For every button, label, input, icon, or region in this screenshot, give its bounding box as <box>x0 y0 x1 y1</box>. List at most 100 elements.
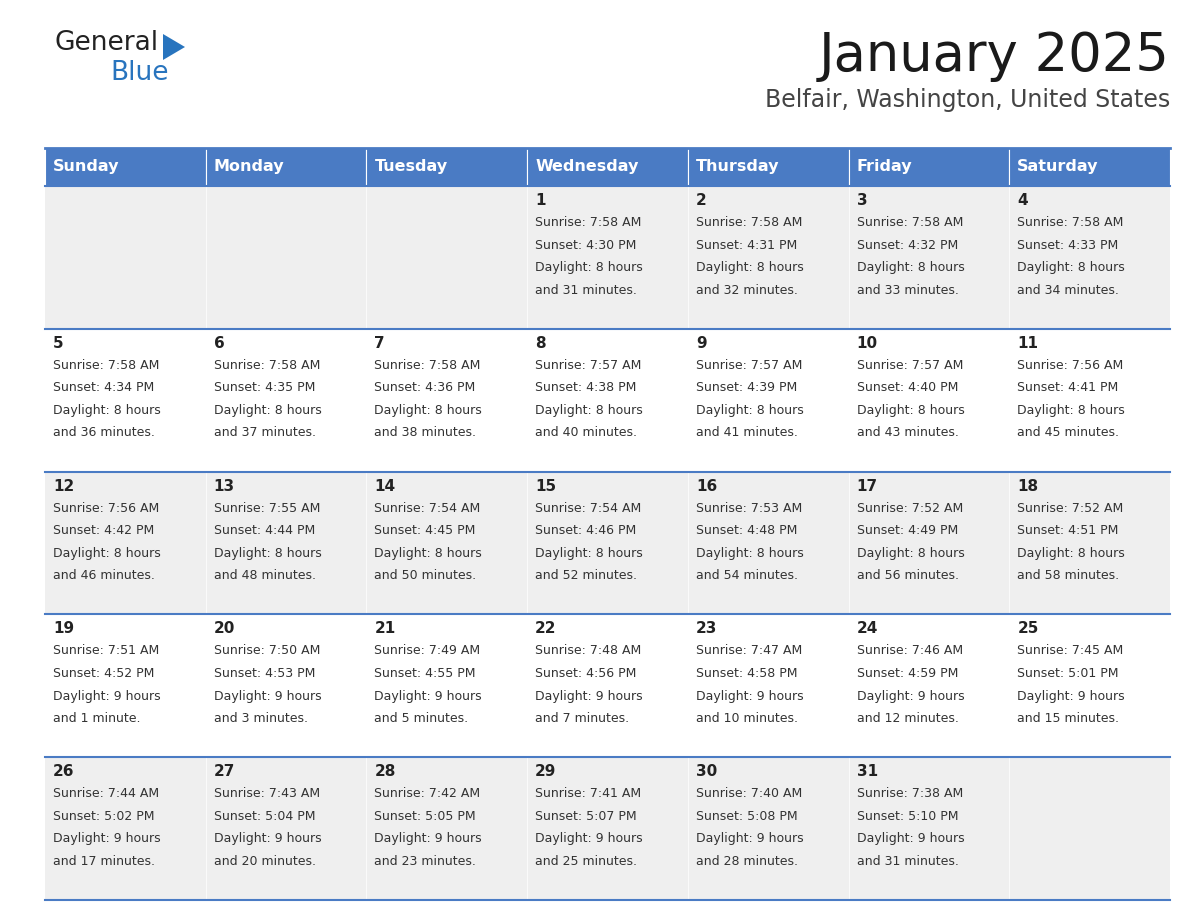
Bar <box>1010 614 1170 757</box>
Text: Sunset: 5:01 PM: Sunset: 5:01 PM <box>1017 667 1119 680</box>
Text: and 3 minutes.: and 3 minutes. <box>214 712 308 725</box>
Text: Sunset: 4:34 PM: Sunset: 4:34 PM <box>53 381 154 395</box>
Bar <box>527 186 688 329</box>
Bar <box>848 186 1010 329</box>
Text: Sunset: 4:59 PM: Sunset: 4:59 PM <box>857 667 958 680</box>
Text: Sunday: Sunday <box>53 160 120 174</box>
Text: Daylight: 8 hours: Daylight: 8 hours <box>214 547 322 560</box>
Text: Tuesday: Tuesday <box>374 160 448 174</box>
Text: Sunrise: 7:46 AM: Sunrise: 7:46 AM <box>857 644 962 657</box>
Text: and 37 minutes.: and 37 minutes. <box>214 427 316 440</box>
Text: 1: 1 <box>535 193 545 208</box>
Text: 14: 14 <box>374 478 396 494</box>
Bar <box>688 329 848 472</box>
Text: Sunset: 4:39 PM: Sunset: 4:39 PM <box>696 381 797 395</box>
Text: Sunset: 4:52 PM: Sunset: 4:52 PM <box>53 667 154 680</box>
Text: Belfair, Washington, United States: Belfair, Washington, United States <box>765 88 1170 112</box>
Text: Sunset: 4:55 PM: Sunset: 4:55 PM <box>374 667 476 680</box>
Text: Sunrise: 7:58 AM: Sunrise: 7:58 AM <box>53 359 159 372</box>
Text: 20: 20 <box>214 621 235 636</box>
Bar <box>366 148 527 186</box>
Bar <box>206 757 366 900</box>
Text: Sunrise: 7:51 AM: Sunrise: 7:51 AM <box>53 644 159 657</box>
Text: Sunrise: 7:47 AM: Sunrise: 7:47 AM <box>696 644 802 657</box>
Bar <box>688 186 848 329</box>
Text: Sunrise: 7:56 AM: Sunrise: 7:56 AM <box>1017 359 1124 372</box>
Text: and 56 minutes.: and 56 minutes. <box>857 569 959 582</box>
Text: Thursday: Thursday <box>696 160 779 174</box>
Text: Sunset: 4:46 PM: Sunset: 4:46 PM <box>535 524 637 537</box>
Text: 21: 21 <box>374 621 396 636</box>
Bar <box>688 614 848 757</box>
Text: 25: 25 <box>1017 621 1038 636</box>
Text: and 50 minutes.: and 50 minutes. <box>374 569 476 582</box>
Text: Sunset: 4:48 PM: Sunset: 4:48 PM <box>696 524 797 537</box>
Text: Sunrise: 7:50 AM: Sunrise: 7:50 AM <box>214 644 320 657</box>
Text: and 31 minutes.: and 31 minutes. <box>857 855 959 868</box>
Bar <box>206 148 366 186</box>
Text: Daylight: 9 hours: Daylight: 9 hours <box>696 689 803 702</box>
Text: 17: 17 <box>857 478 878 494</box>
Text: and 20 minutes.: and 20 minutes. <box>214 855 316 868</box>
Text: and 1 minute.: and 1 minute. <box>53 712 140 725</box>
Bar <box>206 472 366 614</box>
Bar <box>1010 329 1170 472</box>
Text: Sunset: 5:04 PM: Sunset: 5:04 PM <box>214 810 315 823</box>
Text: Sunset: 4:44 PM: Sunset: 4:44 PM <box>214 524 315 537</box>
Text: Sunrise: 7:48 AM: Sunrise: 7:48 AM <box>535 644 642 657</box>
Text: Saturday: Saturday <box>1017 160 1099 174</box>
Text: Daylight: 8 hours: Daylight: 8 hours <box>535 547 643 560</box>
Bar <box>848 148 1010 186</box>
Text: Daylight: 9 hours: Daylight: 9 hours <box>374 833 482 845</box>
Text: Daylight: 9 hours: Daylight: 9 hours <box>1017 689 1125 702</box>
Text: 26: 26 <box>53 764 75 779</box>
Text: 30: 30 <box>696 764 718 779</box>
Bar <box>527 329 688 472</box>
Text: Daylight: 8 hours: Daylight: 8 hours <box>535 261 643 274</box>
Bar <box>366 186 527 329</box>
Bar <box>45 757 206 900</box>
Bar <box>206 186 366 329</box>
Text: Sunrise: 7:44 AM: Sunrise: 7:44 AM <box>53 788 159 800</box>
Text: 13: 13 <box>214 478 235 494</box>
Bar <box>527 148 688 186</box>
Text: Sunset: 4:31 PM: Sunset: 4:31 PM <box>696 239 797 252</box>
Text: Sunset: 4:33 PM: Sunset: 4:33 PM <box>1017 239 1119 252</box>
Text: Sunrise: 7:58 AM: Sunrise: 7:58 AM <box>696 216 802 229</box>
Text: 19: 19 <box>53 621 74 636</box>
Text: General: General <box>55 30 159 56</box>
Text: Sunset: 5:08 PM: Sunset: 5:08 PM <box>696 810 797 823</box>
Text: Friday: Friday <box>857 160 912 174</box>
Text: Sunset: 4:41 PM: Sunset: 4:41 PM <box>1017 381 1119 395</box>
Bar <box>45 472 206 614</box>
Text: and 36 minutes.: and 36 minutes. <box>53 427 154 440</box>
Text: and 7 minutes.: and 7 minutes. <box>535 712 630 725</box>
Text: 22: 22 <box>535 621 557 636</box>
Text: Sunrise: 7:58 AM: Sunrise: 7:58 AM <box>857 216 963 229</box>
Text: Sunrise: 7:55 AM: Sunrise: 7:55 AM <box>214 501 320 515</box>
Text: Sunrise: 7:58 AM: Sunrise: 7:58 AM <box>535 216 642 229</box>
Polygon shape <box>163 34 185 60</box>
Text: Sunset: 4:49 PM: Sunset: 4:49 PM <box>857 524 958 537</box>
Bar <box>688 148 848 186</box>
Text: Sunrise: 7:42 AM: Sunrise: 7:42 AM <box>374 788 481 800</box>
Text: Sunrise: 7:49 AM: Sunrise: 7:49 AM <box>374 644 481 657</box>
Text: Daylight: 8 hours: Daylight: 8 hours <box>1017 404 1125 417</box>
Text: Sunset: 4:36 PM: Sunset: 4:36 PM <box>374 381 475 395</box>
Text: Daylight: 8 hours: Daylight: 8 hours <box>696 404 803 417</box>
Text: 16: 16 <box>696 478 718 494</box>
Text: and 43 minutes.: and 43 minutes. <box>857 427 959 440</box>
Text: Sunrise: 7:58 AM: Sunrise: 7:58 AM <box>1017 216 1124 229</box>
Text: and 12 minutes.: and 12 minutes. <box>857 712 959 725</box>
Text: and 32 minutes.: and 32 minutes. <box>696 284 797 297</box>
Text: Daylight: 9 hours: Daylight: 9 hours <box>214 833 321 845</box>
Text: Sunset: 4:42 PM: Sunset: 4:42 PM <box>53 524 154 537</box>
Text: Sunset: 4:51 PM: Sunset: 4:51 PM <box>1017 524 1119 537</box>
Bar <box>688 757 848 900</box>
Text: 24: 24 <box>857 621 878 636</box>
Text: Daylight: 9 hours: Daylight: 9 hours <box>857 689 965 702</box>
Bar <box>848 329 1010 472</box>
Text: Sunrise: 7:45 AM: Sunrise: 7:45 AM <box>1017 644 1124 657</box>
Text: 12: 12 <box>53 478 74 494</box>
Text: Sunrise: 7:41 AM: Sunrise: 7:41 AM <box>535 788 642 800</box>
